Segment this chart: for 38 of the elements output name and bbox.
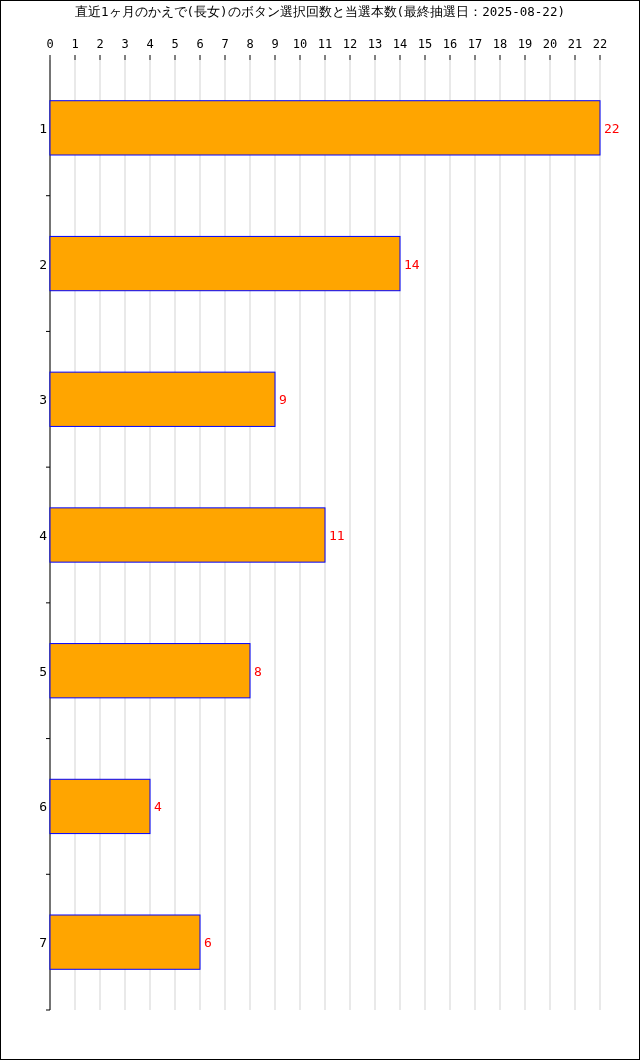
x-tick-label: 0	[46, 37, 54, 51]
data-label: 11	[329, 528, 345, 543]
data-label: 6	[204, 935, 212, 951]
y-tick-label: 3	[39, 392, 47, 408]
x-tick-label: 1	[71, 37, 79, 51]
x-tick-label: 11	[317, 37, 333, 51]
data-label: 22	[604, 120, 620, 136]
x-tick-label: 6	[196, 37, 204, 51]
y-tick-label: 6	[39, 799, 47, 815]
x-tick-label: 5	[171, 37, 179, 51]
title: 直近1ヶ月のかえで(長女)のボタン選択回数と当選本数(最終抽選日：2025-08-22)	[75, 4, 565, 19]
data-label: 14	[404, 256, 420, 272]
y-tick-label: 4	[39, 528, 48, 543]
y-tick-label: 1	[39, 120, 47, 136]
x-tick-label: 14	[392, 37, 408, 51]
x-tick-label: 21	[567, 37, 583, 51]
x-tick-label: 4	[146, 37, 154, 51]
data-label: 9	[279, 392, 287, 408]
x-tick-label: 8	[246, 37, 254, 51]
x-tick-label: 16	[442, 37, 458, 51]
x-tick-label: 22	[592, 37, 608, 51]
x-tick-label: 12	[342, 37, 358, 51]
x-tick-label: 10	[292, 37, 308, 51]
x-tick-label: 2	[96, 37, 104, 51]
x-tick-label: 13	[367, 37, 383, 51]
data-label: 8	[254, 663, 262, 679]
x-tick-label: 19	[517, 37, 533, 51]
x-tick-label: 18	[492, 37, 508, 51]
data-label: 4	[154, 799, 162, 815]
x-tick-label: 20	[542, 37, 558, 51]
x-tick-label: 17	[467, 37, 483, 51]
y-tick-label: 7	[39, 935, 47, 951]
y-tick-label: 5	[39, 663, 47, 679]
x-tick-label: 15	[417, 37, 433, 51]
y-tick-label: 2	[39, 256, 47, 272]
x-tick-label: 3	[121, 37, 129, 51]
x-tick-label: 7	[221, 37, 229, 51]
x-tick-label: 9	[271, 37, 279, 51]
